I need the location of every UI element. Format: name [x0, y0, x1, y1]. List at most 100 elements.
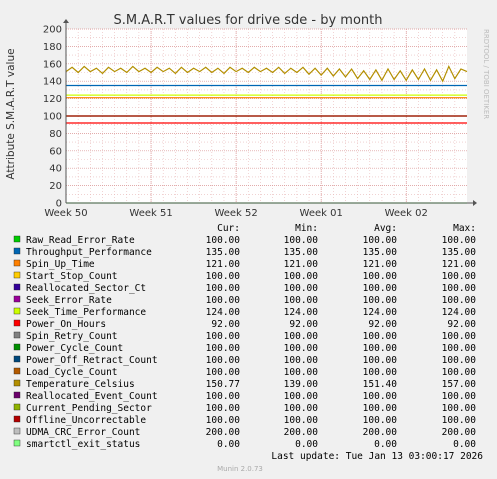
chart-title: S.M.A.R.T values for drive sde - by mont… [113, 13, 382, 28]
legend-value-max: 100.00 [442, 343, 477, 354]
legend-value-max: 92.00 [447, 319, 476, 330]
legend-value-max: 135.00 [442, 247, 477, 258]
legend-value-max: 100.00 [442, 331, 477, 342]
legend-value-max: 100.00 [442, 283, 477, 294]
legend-value-cur: 100.00 [206, 415, 241, 426]
legend-value-min: 100.00 [284, 331, 319, 342]
legend-value-cur: 100.00 [206, 235, 241, 246]
legend-value-cur: 100.00 [206, 295, 241, 306]
legend-value-max: 100.00 [442, 355, 477, 366]
y-tick-label: 160 [43, 59, 62, 70]
legend-value-cur: 100.00 [206, 343, 241, 354]
legend-value-max: 100.00 [442, 403, 477, 414]
legend-name: Reallocated_Sector_Ct [26, 283, 146, 294]
legend-name: Current_Pending_Sector [26, 403, 152, 414]
legend-swatch [13, 403, 21, 411]
legend-value-avg: 100.00 [363, 415, 398, 426]
legend-value-avg: 100.00 [363, 355, 398, 366]
legend-value-cur: 121.00 [206, 259, 241, 270]
legend-value-avg: 100.00 [363, 367, 398, 378]
legend-name: smartctl_exit_status [26, 439, 140, 450]
legend-name: Power_Cycle_Count [26, 343, 123, 354]
y-axis-arrow [63, 19, 69, 23]
legend-swatch [13, 331, 21, 339]
rrdtool-watermark: RRDTOOL / TOBI OETIKER [482, 29, 490, 119]
legend-swatch [13, 355, 21, 363]
legend-value-min: 100.00 [284, 343, 319, 354]
legend-value-cur: 92.00 [211, 319, 240, 330]
legend-value-min: 135.00 [284, 247, 319, 258]
legend-value-min: 100.00 [284, 283, 319, 294]
series-line-temperature-celsius [65, 64, 468, 83]
legend-name: Power_Off_Retract_Count [26, 355, 158, 366]
y-axis-label: Attribute S.M.A.R.T value [5, 48, 17, 179]
legend-name: Offline_Uncorrectable [26, 415, 146, 426]
legend-name: Seek_Error_Rate [26, 295, 112, 306]
legend-value-cur: 100.00 [206, 367, 241, 378]
legend-swatch [13, 427, 21, 435]
legend-value-max: 100.00 [442, 295, 477, 306]
legend-name: Throughput_Performance [26, 247, 152, 258]
legend-value-max: 200.00 [442, 427, 477, 438]
legend-swatch [13, 259, 21, 267]
legend-value-max: 157.00 [442, 379, 477, 390]
legend-name: Seek_Time_Performance [26, 307, 146, 318]
legend-value-min: 0.00 [295, 439, 318, 450]
legend-value-avg: 151.40 [363, 379, 398, 390]
legend-value-avg: 100.00 [363, 295, 398, 306]
legend-name: Load_Cycle_Count [26, 367, 118, 378]
legend-swatch [13, 439, 21, 447]
legend-value-min: 100.00 [284, 271, 319, 282]
legend-value-min: 92.00 [289, 319, 318, 330]
legend-value-avg: 200.00 [363, 427, 398, 438]
legend-value-max: 100.00 [442, 367, 477, 378]
x-axis-arrow [473, 200, 477, 206]
legend-value-cur: 100.00 [206, 331, 241, 342]
legend-swatch [13, 295, 21, 303]
legend-value-avg: 135.00 [363, 247, 398, 258]
legend-value-avg: 100.00 [363, 391, 398, 402]
legend-header-avg: Avg: [374, 223, 397, 234]
legend-value-min: 100.00 [284, 295, 319, 306]
legend-value-avg: 100.00 [363, 235, 398, 246]
legend-value-min: 100.00 [284, 391, 319, 402]
legend-name: Reallocated_Event_Count [26, 391, 158, 402]
y-tick-label: 60 [49, 146, 62, 157]
x-tick-label: Week 52 [214, 208, 257, 219]
y-tick-label: 0 [56, 199, 62, 210]
last-update: Last update: Tue Jan 13 03:00:17 2026 [271, 451, 483, 462]
legend-value-avg: 100.00 [363, 283, 398, 294]
legend-value-avg: 92.00 [368, 319, 397, 330]
legend-name: Spin_Retry_Count [26, 331, 118, 342]
legend-value-cur: 200.00 [206, 427, 241, 438]
legend-value-avg: 121.00 [363, 259, 398, 270]
legend-value-cur: 124.00 [206, 307, 241, 318]
legend-value-cur: 100.00 [206, 355, 241, 366]
legend-value-min: 200.00 [284, 427, 319, 438]
x-tick-label: Week 51 [129, 208, 172, 219]
y-tick-label: 20 [49, 181, 62, 192]
legend-value-min: 100.00 [284, 403, 319, 414]
legend-swatch [13, 319, 21, 327]
legend-swatch [13, 247, 21, 255]
legend-value-min: 139.00 [284, 379, 319, 390]
legend-swatch [13, 271, 21, 279]
legend-header-cur: Cur: [217, 223, 240, 234]
legend: Cur: Min: Avg: Max: Raw_Read_Error_Rate 1… [13, 223, 477, 450]
y-tick-label: 80 [49, 129, 62, 140]
legend-value-avg: 0.00 [374, 439, 397, 450]
legend-value-max: 100.00 [442, 391, 477, 402]
legend-value-min: 121.00 [284, 259, 319, 270]
y-tick-label: 120 [43, 94, 62, 105]
legend-swatch [13, 343, 21, 351]
legend-value-cur: 135.00 [206, 247, 241, 258]
legend-value-avg: 100.00 [363, 343, 398, 354]
legend-value-avg: 100.00 [363, 331, 398, 342]
legend-name: UDMA_CRC_Error_Count [26, 427, 140, 438]
x-tick-label: Week 01 [300, 208, 343, 219]
y-tick-label: 140 [43, 77, 62, 88]
legend-value-avg: 100.00 [363, 271, 398, 282]
legend-header-min: Min: [295, 223, 318, 234]
legend-name: Temperature_Celsius [26, 379, 135, 390]
